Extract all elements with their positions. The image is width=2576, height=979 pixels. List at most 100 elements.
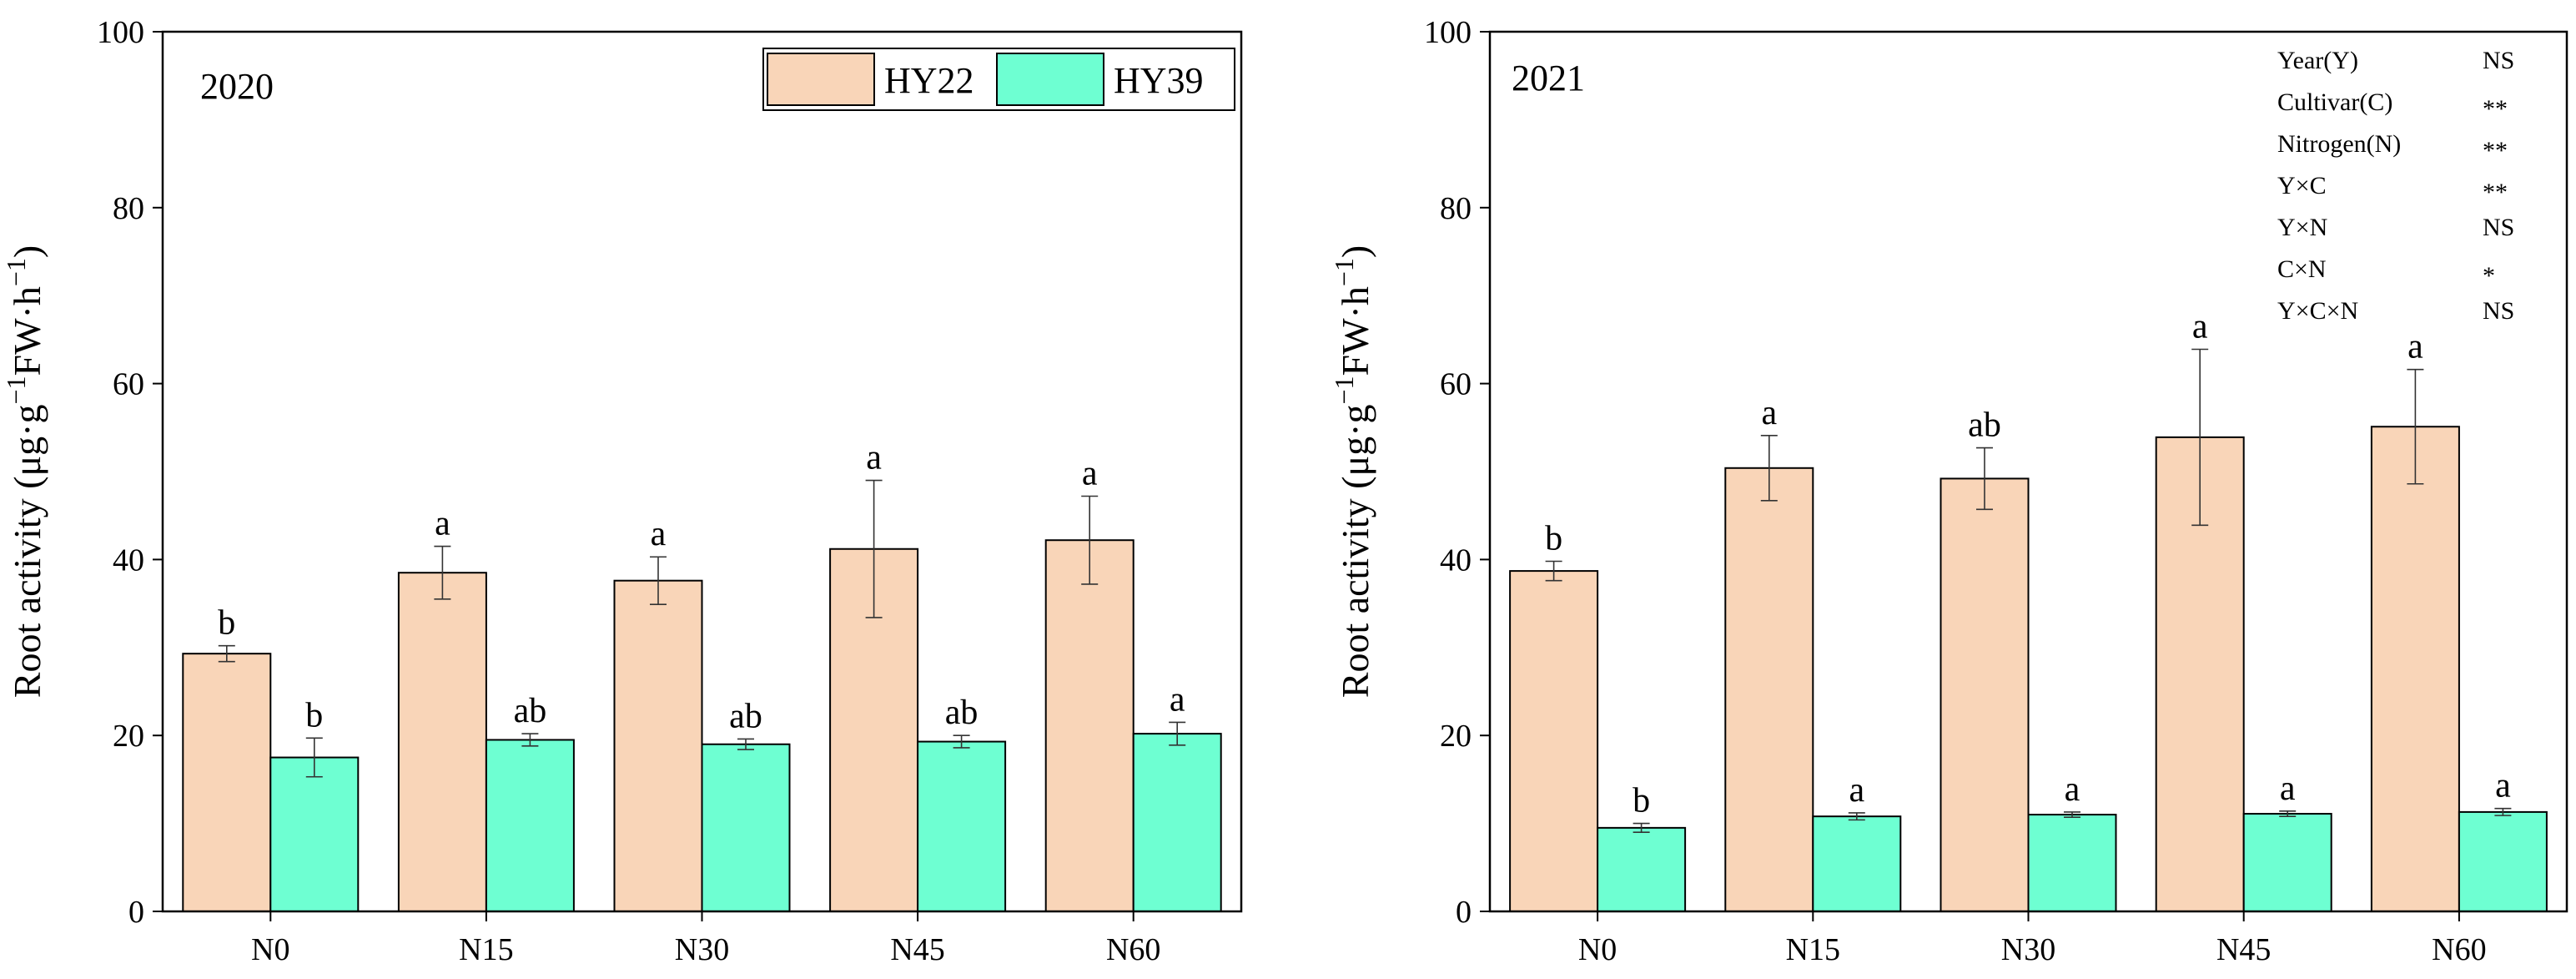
- anova-factor: Year(Y): [2277, 47, 2358, 74]
- legend-swatch-HY22: [767, 53, 875, 106]
- plot-frame: [1488, 30, 2568, 913]
- bar-HY39-N15: [485, 739, 575, 912]
- y-tick-label-100: 100: [1424, 15, 1472, 50]
- bar-HY22-N60: [2370, 426, 2460, 913]
- y-tick-label-80: 80: [1440, 191, 1472, 226]
- bar-HY22-N30: [613, 579, 703, 912]
- chart-panel-2020: b b N0 a ab N15 a ab N30 a ab N45 a a N60 0 20 40 60 80 100 R…: [1, 15, 1243, 967]
- sig-letter-HY22-N30: ab: [1968, 406, 2001, 445]
- sig-letter-HY39-N45: ab: [945, 694, 979, 732]
- panel-label: 2020: [200, 66, 274, 107]
- x-tick-label-N30: N30: [2001, 932, 2055, 967]
- x-tick-label-N15: N15: [1786, 932, 1840, 967]
- y-axis-title-sup: −1: [1329, 258, 1359, 286]
- y-axis-title: Root activity (μg·g−1FW·h−1): [1329, 245, 1376, 698]
- panel-label: 2021: [1512, 58, 1585, 98]
- y-tick-label-20: 20: [1440, 719, 1472, 754]
- sig-letter-HY22-N45: a: [2192, 307, 2208, 346]
- bar-HY39-N60: [2458, 810, 2548, 913]
- bar-HY22-N0: [182, 653, 272, 912]
- y-axis-title-close: ): [6, 245, 48, 258]
- bar-HY39-N0: [1597, 826, 1687, 912]
- anova-significance: NS: [2483, 214, 2514, 241]
- anova-significance: NS: [2483, 297, 2514, 325]
- anova-significance: NS: [2483, 47, 2514, 74]
- y-axis-title-text: Root activity (μg·g: [1334, 405, 1376, 699]
- bar-HY22-N15: [397, 572, 487, 913]
- sig-letter-HY39-N45: a: [2280, 770, 2296, 808]
- sig-letter-HY22-N15: a: [435, 505, 450, 543]
- legend: HY22 HY39: [762, 48, 1235, 111]
- x-tick-label-N45: N45: [2216, 932, 2271, 967]
- anova-factor: Y×N: [2277, 214, 2327, 241]
- sig-letter-HY39-N15: ab: [514, 692, 547, 730]
- sig-letter-HY22-N30: a: [651, 515, 667, 553]
- x-tick-label-N60: N60: [2432, 932, 2486, 967]
- x-tick-label-N0: N0: [1578, 932, 1617, 967]
- y-axis-title-close: ): [1334, 245, 1376, 258]
- bar-HY22-N30: [1940, 477, 2030, 912]
- x-tick-label-N0: N0: [251, 932, 289, 967]
- sig-letter-HY22-N60: a: [2407, 328, 2423, 366]
- anova-factor: Y×C×N: [2277, 297, 2358, 325]
- anova-significance: **: [2483, 95, 2508, 123]
- sig-letter-HY39-N30: a: [2065, 770, 2080, 809]
- anova-significance: *: [2483, 262, 2495, 290]
- sig-letter-HY22-N45: a: [866, 439, 882, 477]
- y-axis-title-sup: −1: [1, 376, 31, 404]
- bar-HY39-N45: [917, 740, 1007, 912]
- y-tick-label-20: 20: [113, 719, 144, 754]
- y-tick-label-0: 0: [1456, 895, 1472, 930]
- sig-letter-HY39-N0: b: [305, 696, 323, 734]
- x-tick-label-N60: N60: [1106, 932, 1160, 967]
- anova-factor: Nitrogen(N): [2277, 130, 2401, 158]
- anova-significance: **: [2483, 179, 2508, 206]
- y-tick-label-80: 80: [113, 191, 144, 226]
- bar-HY22-N0: [1509, 570, 1599, 912]
- x-tick-label-N15: N15: [459, 932, 513, 967]
- sig-letter-HY22-N0: b: [218, 604, 235, 643]
- chart-panel-2021: b b N0 a a N15 ab a N30 a a N45 a a N60 0 20 40 60 80 100 Roo…: [1329, 15, 2568, 967]
- sig-letter-HY39-N60: a: [2495, 767, 2511, 805]
- legend-swatch-HY39: [996, 53, 1104, 106]
- bar-HY39-N30: [701, 743, 791, 912]
- y-axis-title-unit: FW·h: [6, 286, 48, 376]
- sig-letter-HY39-N30: ab: [729, 697, 762, 735]
- plot-frame: [161, 30, 1243, 913]
- bar-HY39-N30: [2027, 814, 2117, 912]
- y-tick-label-60: 60: [113, 367, 144, 402]
- sig-letter-HY22-N0: b: [1545, 520, 1562, 558]
- sig-letter-HY39-N0: b: [1633, 782, 1650, 820]
- bar-HY39-N45: [2242, 813, 2332, 912]
- sig-letter-HY22-N15: a: [1761, 394, 1777, 432]
- bar-HY22-N60: [1044, 539, 1135, 912]
- x-tick-label-N30: N30: [675, 932, 729, 967]
- y-tick-label-40: 40: [1440, 542, 1472, 578]
- y-axis-title-sup: −1: [1329, 376, 1359, 404]
- y-axis-title-unit: FW·h: [1334, 286, 1376, 376]
- y-axis-title-sup: −1: [1, 258, 31, 286]
- legend-label-HY39: HY39: [1114, 60, 1204, 101]
- anova-significance: **: [2483, 137, 2508, 164]
- sig-letter-HY39-N60: a: [1170, 680, 1185, 719]
- y-axis-title-text: Root activity (μg·g: [6, 405, 48, 699]
- anova-factor: Y×C: [2277, 172, 2327, 199]
- sig-letter-HY39-N15: a: [1849, 771, 1864, 810]
- x-tick-label-N45: N45: [890, 932, 944, 967]
- y-axis-title: Root activity (μg·g−1FW·h−1): [1, 245, 48, 698]
- y-tick-label-0: 0: [128, 895, 144, 930]
- y-tick-label-40: 40: [113, 542, 144, 578]
- bar-HY22-N15: [1724, 467, 1814, 912]
- bar-HY22-N45: [829, 548, 919, 912]
- anova-factor: Cultivar(C): [2277, 88, 2392, 116]
- legend-label-HY22: HY22: [884, 60, 974, 101]
- bar-HY39-N60: [1132, 733, 1222, 912]
- bar-HY39-N15: [1812, 815, 1902, 913]
- y-tick-label-60: 60: [1440, 367, 1472, 402]
- anova-factor: C×N: [2277, 255, 2327, 283]
- sig-letter-HY22-N60: a: [1082, 455, 1098, 493]
- y-tick-label-100: 100: [97, 15, 144, 50]
- bar-HY39-N0: [269, 756, 360, 912]
